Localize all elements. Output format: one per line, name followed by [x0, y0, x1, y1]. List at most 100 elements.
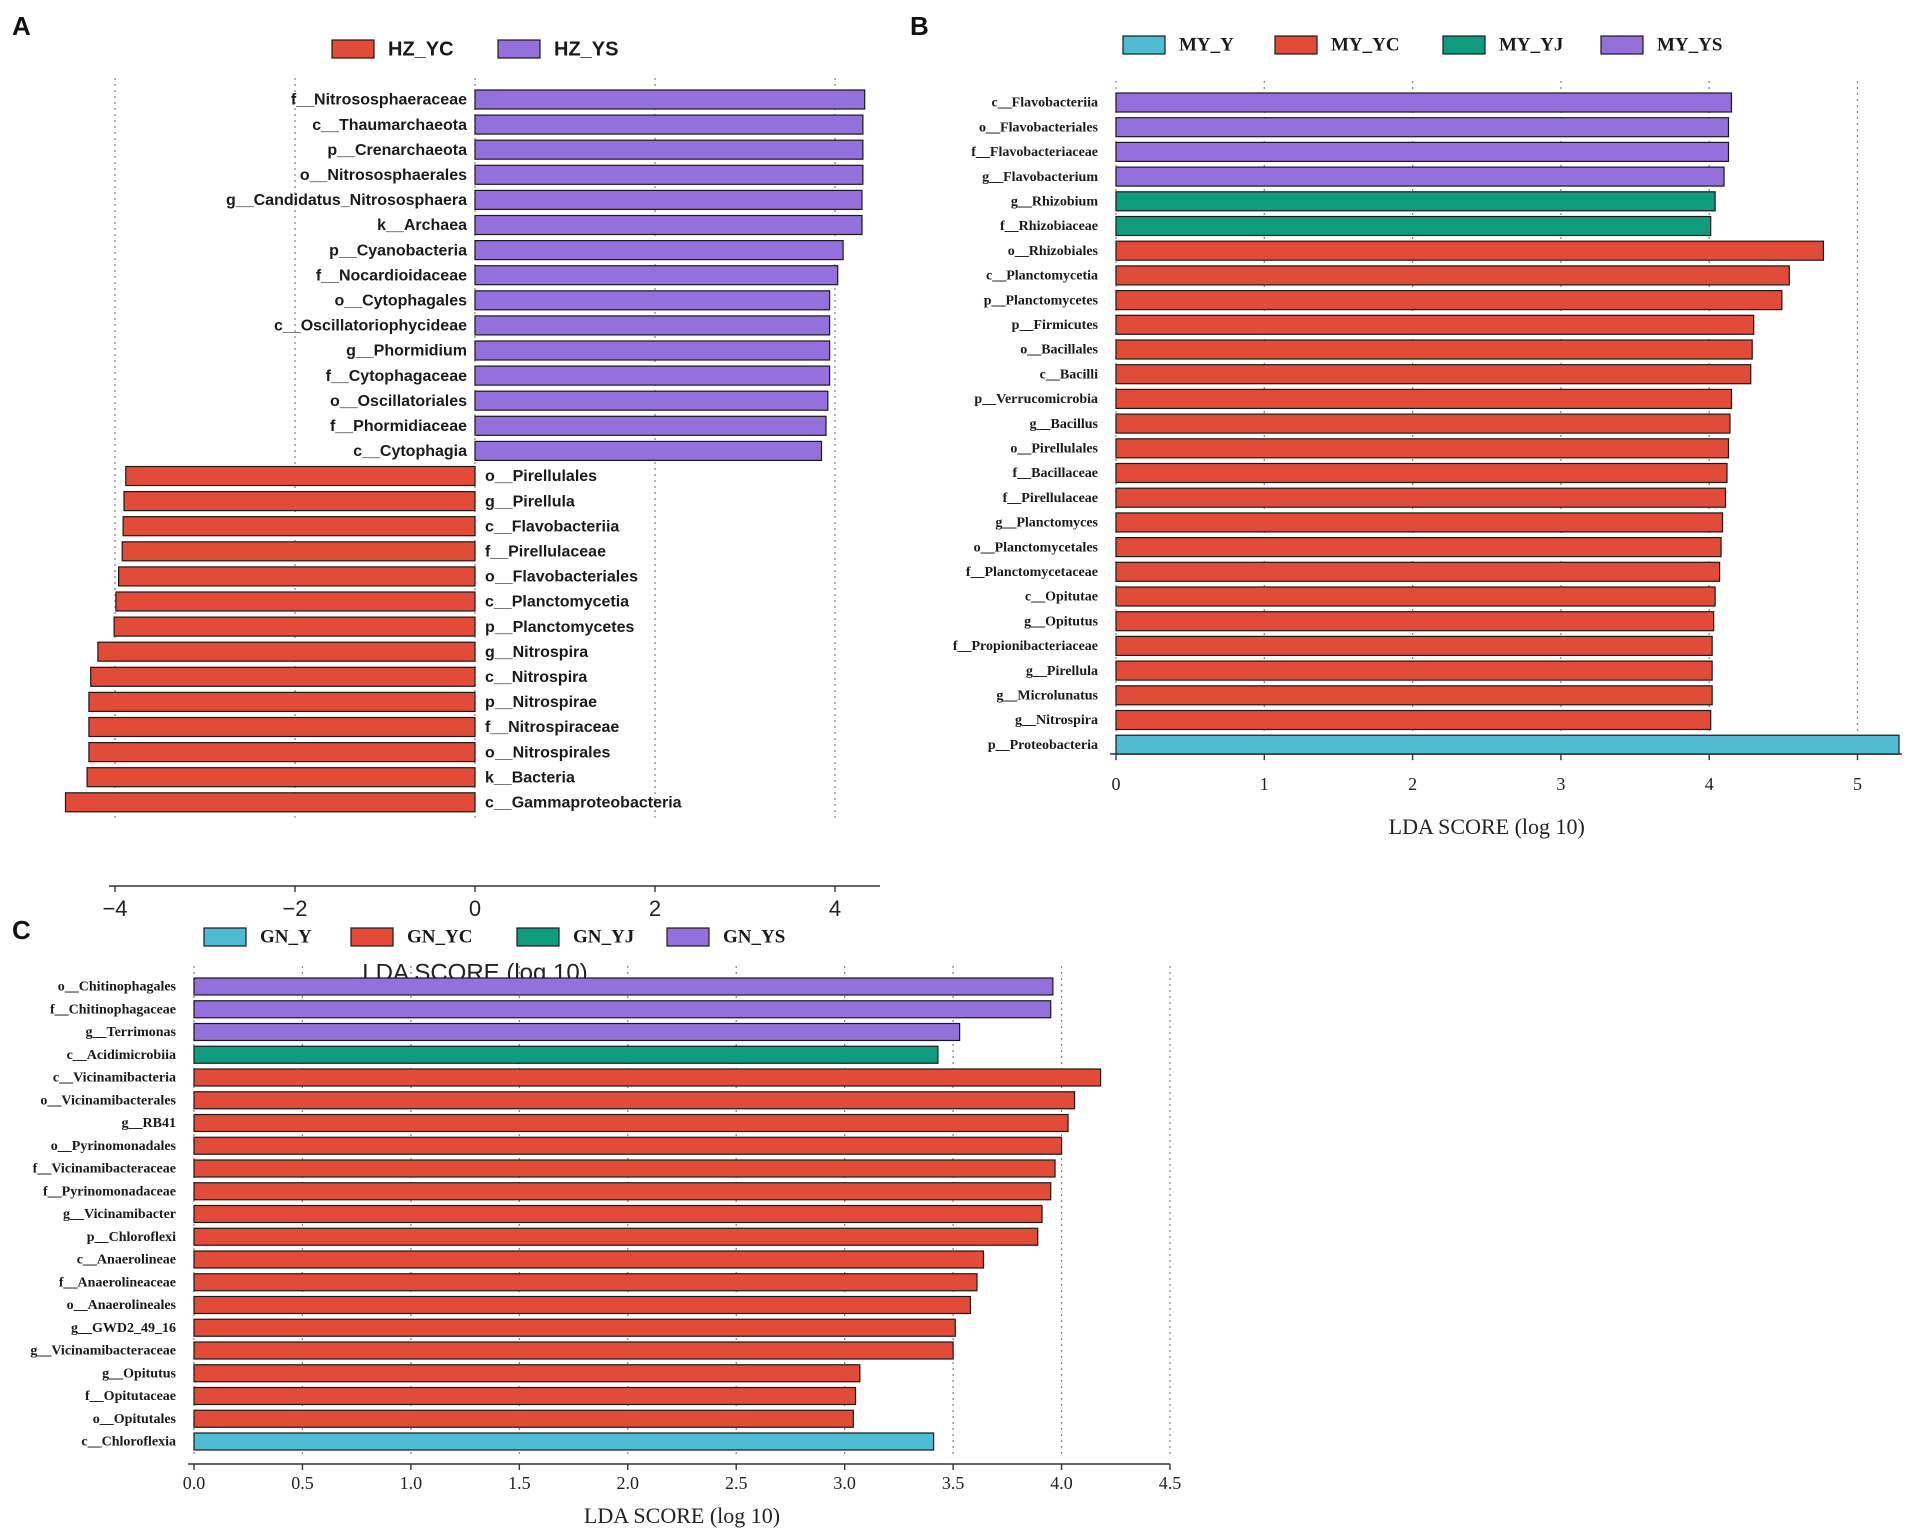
bar-label: f__Planctomycetaceae [966, 565, 1098, 580]
bar [113, 616, 476, 637]
bar [193, 1318, 956, 1337]
bar-label: g__Bacillus [1030, 417, 1099, 432]
bar-label: o__Planctomycetales [974, 540, 1099, 555]
bar-label: p__Planctomycetes [485, 619, 635, 636]
bar [1115, 141, 1730, 162]
legend-swatch [1274, 35, 1318, 55]
bar-label: o__Vicinamibacterales [40, 1093, 176, 1108]
bar [1115, 462, 1728, 484]
bar-label: g__Phormidium [346, 343, 467, 360]
bar-label: o__Anaerolineales [67, 1298, 177, 1313]
panel-letter: A [12, 11, 31, 41]
bar [1115, 290, 1783, 311]
bar [474, 240, 844, 261]
bar-label: o__Pirellulales [1010, 442, 1098, 457]
bar-label: c__Acidimicrobiia [67, 1048, 176, 1063]
bar [193, 1182, 1052, 1201]
bar-label: o__Nitrospirales [485, 744, 610, 761]
bar-label: g__Terrimonas [86, 1025, 177, 1040]
bar-label: o__Chitinophagales [58, 980, 177, 995]
bar-label: f__Phormidiaceae [330, 418, 467, 435]
bar [1115, 685, 1713, 706]
bar-label: o__Oscillatoriales [330, 393, 467, 410]
bar-label: c__Opitutae [1025, 590, 1098, 605]
bar [1115, 364, 1752, 385]
bar [1115, 413, 1731, 434]
bar [1115, 635, 1713, 657]
bar [1115, 117, 1730, 138]
x-tick-label: 4.5 [1159, 1473, 1182, 1493]
bar [193, 1227, 1039, 1246]
bar [1115, 166, 1725, 187]
legend-swatch [666, 927, 710, 947]
bar [193, 1045, 939, 1064]
bar [1115, 240, 1825, 261]
x-tick-label: 0 [1112, 774, 1121, 794]
legend-swatch [1122, 35, 1166, 55]
bar-label: c__Cytophagia [353, 443, 467, 460]
x-tick-label: 1.5 [508, 1473, 531, 1493]
bar [88, 741, 476, 763]
x-tick-label: 0.0 [183, 1473, 206, 1493]
bar-label: c__Oscillatoriophycideae [274, 318, 467, 335]
bar [193, 1273, 978, 1292]
bar-label: g__Planctomyces [995, 516, 1098, 531]
legend-swatch [331, 39, 375, 59]
bar [1115, 611, 1715, 632]
x-tick-label: 3.0 [833, 1473, 856, 1493]
bar [1115, 92, 1733, 113]
bar [193, 1159, 1056, 1178]
bar [193, 1295, 972, 1315]
bar-label: c__Nitrospira [485, 669, 587, 686]
bar-label: o__Pirellulales [485, 468, 597, 485]
bar [1115, 388, 1733, 409]
bar-label: p__Chloroflexi [87, 1230, 176, 1245]
panel-letter: C [12, 915, 31, 945]
bar-label: f__Nocardioidaceae [316, 267, 467, 284]
bar-label: c__Flavobacteriia [991, 96, 1098, 111]
bar [1115, 536, 1722, 558]
bar [193, 1409, 854, 1428]
bar [193, 1113, 1069, 1133]
x-tick-label: 1 [1260, 774, 1269, 794]
bar-label: g__Nitrospira [485, 644, 588, 661]
panel-b: Bc__Flavobacteriia o__Flavobacteriales f__… [910, 11, 1902, 839]
bar-label: g__Candidatus_Nitrososphaera [226, 192, 467, 209]
x-tick-label: 2.0 [617, 1473, 640, 1493]
bar-label: o__Nitrososphaerales [300, 167, 467, 184]
bar-label: f__Pirellulaceae [485, 544, 606, 561]
bar-label: c__Bacilli [1040, 367, 1098, 382]
bar-label: p__Proteobacteria [988, 738, 1098, 753]
bar-label: p__Crenarchaeota [327, 142, 467, 159]
bar [117, 566, 476, 587]
bar-label: p__Cyanobacteria [329, 242, 467, 259]
bar [474, 390, 829, 411]
bar-label: o__Cytophagales [335, 293, 468, 310]
bar [474, 214, 863, 236]
bar-label: o__Opitutales [93, 1412, 177, 1427]
x-axis-label: LDA SCORE (log 10) [584, 1503, 780, 1528]
bar-label: g__Opitutus [102, 1366, 176, 1381]
bar [86, 767, 476, 788]
x-tick-label: 5 [1853, 774, 1862, 794]
bar [123, 491, 476, 512]
panel-letter: B [910, 11, 929, 41]
bar-label: f__Pirellulaceae [1003, 491, 1098, 506]
x-tick-label: 0.5 [291, 1473, 314, 1493]
bar-label: f__Vicinamibacteraceae [33, 1162, 176, 1177]
bar-label: f__Chitinophagaceae [50, 1002, 176, 1017]
legend-label: GN_YC [407, 926, 472, 947]
bar [1115, 215, 1712, 237]
bar [474, 189, 863, 210]
bar [474, 89, 866, 110]
bar [474, 415, 827, 436]
bar [88, 691, 476, 713]
bar-label: g__Rhizobium [1011, 195, 1098, 210]
bar [474, 315, 831, 336]
panel-c: Co__Chitinophagales f__Chitinophagaceae g_… [12, 915, 1181, 1528]
bar [474, 139, 864, 160]
legend-label: HZ_YC [388, 38, 454, 60]
bar [193, 1341, 954, 1360]
bar [193, 1204, 1043, 1224]
bar-label: f__Propionibacteriaceae [953, 639, 1098, 654]
